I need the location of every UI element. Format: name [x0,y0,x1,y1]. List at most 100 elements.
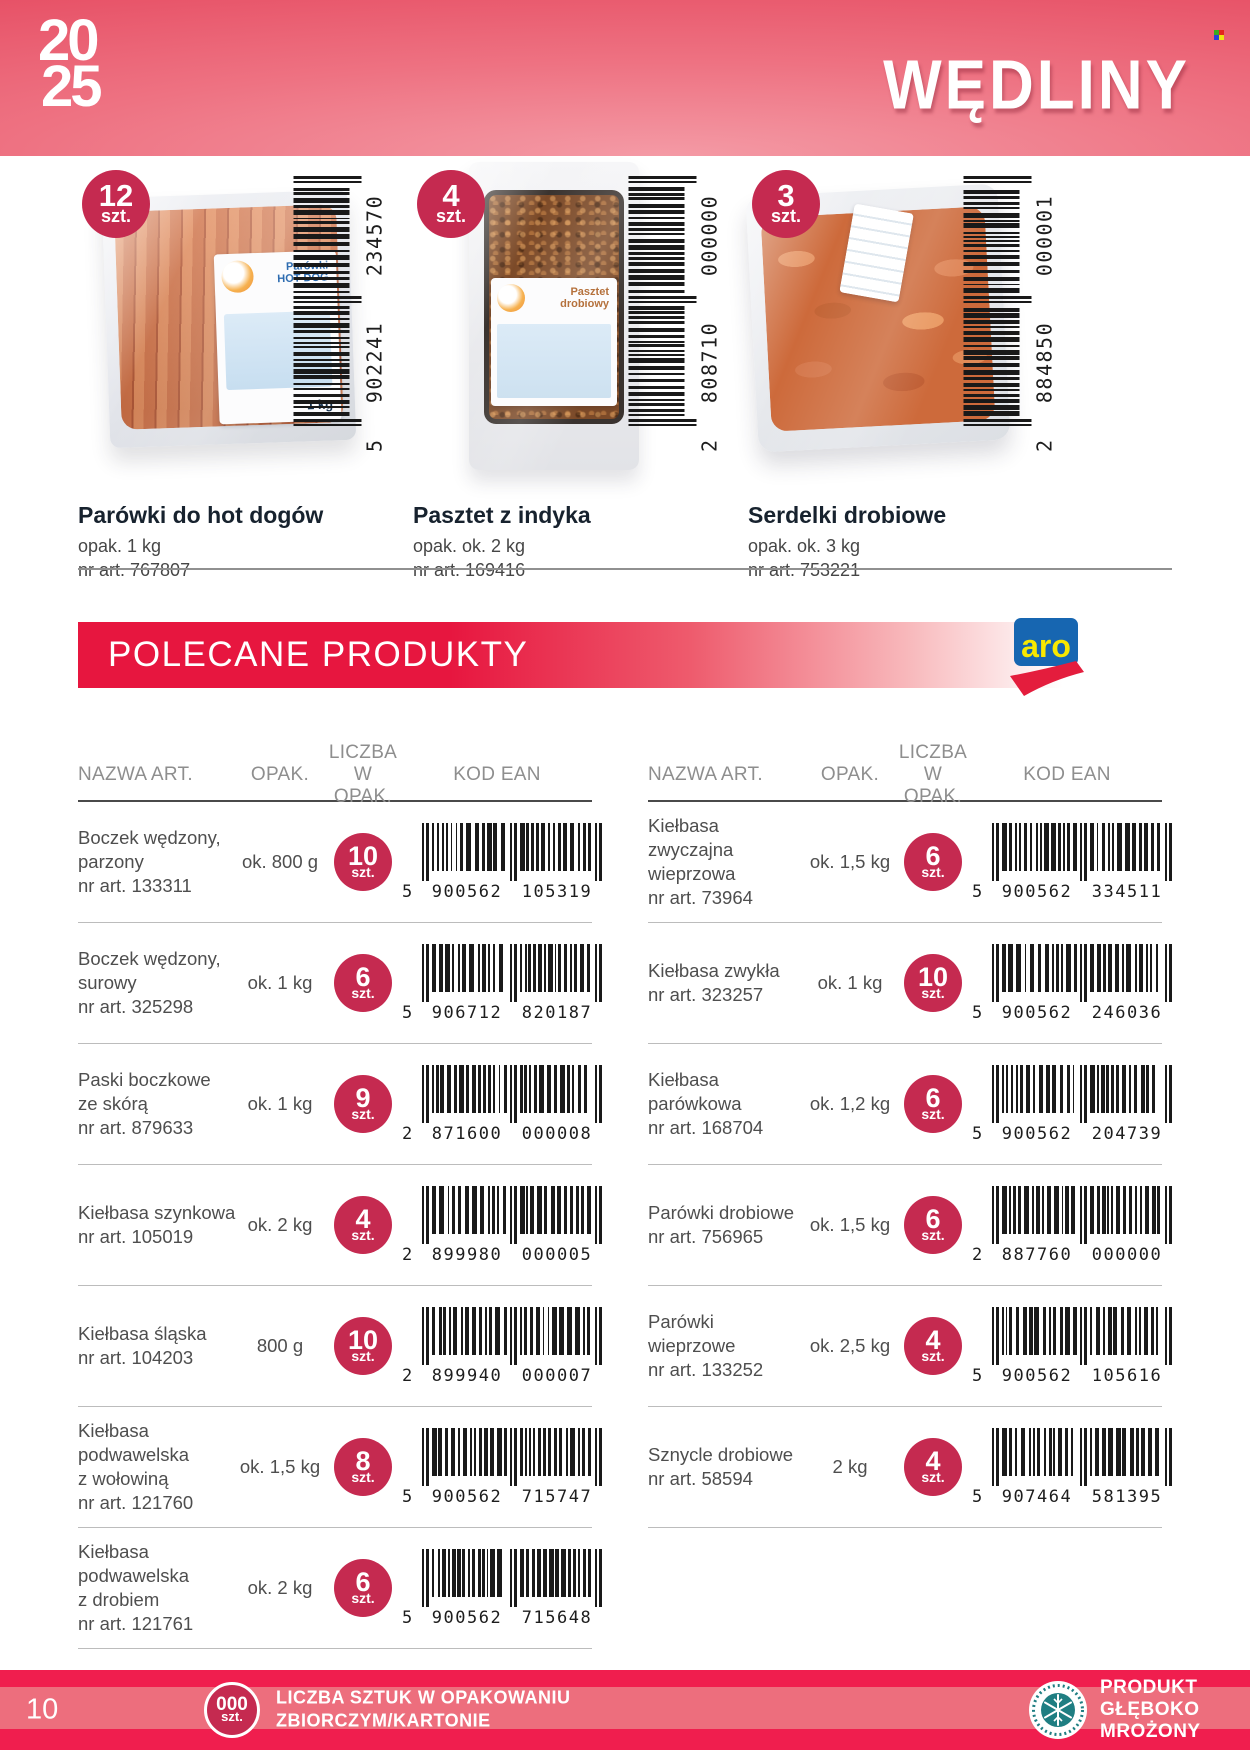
frozen-product-label: PRODUKT GŁĘBOKO MROŻONY [1100,1677,1201,1742]
cell-name: Parówki drobiowe nr art. 756965 [648,1201,806,1249]
year-logo: 20 25 [38,12,102,117]
ean-barcode: 5 900562 204739 [972,1064,1172,1144]
product-name: Kiełbasa śląska [78,1322,207,1344]
product-name: Kiełbasa parówkowa [648,1068,742,1114]
pack-count: 10 [347,840,379,871]
cell-pack: 800 g [256,1335,304,1356]
page-number: 10 [26,1693,59,1726]
table-row: Kiełbasa parówkowa nr art. 168704 ok. 1,… [648,1044,1172,1165]
pack-count: 6 [925,1082,941,1113]
featured-product: 12 szt. Parówki HOT-DOG 1 kg 59022412345… [78,156,388,583]
cell-pack: ok. 2,5 kg [809,1335,891,1356]
pack-count-badge: 6 szt. [904,1196,962,1254]
product-media: Pasztet drobiowy 2 808710 000000 [413,156,723,502]
pack-count-badge: 12 szt. [82,170,150,238]
product-art-number: nr art. 323257 [648,984,764,1005]
cell-name: Kiełbasa parówkowa nr art. 168704 [648,1068,806,1140]
promo-banner: POLECANE PRODUKTY aro [78,618,1172,696]
product-art-number: nr art. 325298 [78,996,194,1018]
product-art-number: nr art. 133252 [648,1359,764,1381]
product-pack: opak. ok. 3 kg [748,536,861,556]
column-header-qty: LICZBA W OPAK. [898,742,968,807]
pack-count-badge: 9 szt. [334,1075,392,1133]
unit-count-badge: 000 szt. [204,1682,260,1738]
pack-count: 3 [777,178,795,214]
ean-barcode: 5 900562 105319 [402,822,602,902]
pack-count: 4 [925,1324,941,1355]
pack-count: 8 [355,1445,371,1476]
cell-qty-badge: 6 szt. [324,1559,402,1617]
pack-count-unit: szt. [921,1106,945,1123]
cell-ean: 2 871600 000008 [402,1064,602,1144]
product-name: Kiełbasa zwykła [648,959,780,981]
pack-count: 6 [355,961,371,992]
aro-logo-text: aro [1021,628,1071,664]
year-logo-top: 20 [38,8,99,73]
featured-product: 3 szt. 2 884850 000001 Serdelki drobiowe o… [745,156,1058,583]
product-art-number: nr art. 133311 [78,875,192,897]
frozen-product-badge [1029,1681,1087,1739]
ean-barcode-vertical: 5 902241 234570 [292,162,388,462]
cell-pack: ok. 800 g [241,851,319,872]
cell-pack: ok. 1 kg [817,972,883,993]
pack-count-unit: szt. [435,206,466,227]
cell-qty-badge: 4 szt. [324,1196,402,1254]
product-photo: Pasztet drobiowy [469,162,639,470]
pack-count-unit: szt. [921,1227,945,1244]
pack-count-unit: szt. [921,864,945,881]
pack-count-unit: szt. [351,1469,375,1486]
column-header-ean: KOD EAN [453,763,541,785]
cell-name: Boczek wędzony, parzony nr art. 133311 [78,826,236,898]
pack-count: 6 [925,1203,941,1234]
cell-name: Boczek wędzony, surowy nr art. 325298 [78,947,236,1019]
pack-count-unit: szt. [351,864,375,881]
ean-barcode: 2 884850 000001 [963,172,1057,452]
table-header: NAZWA ART. OPAK. LICZBA W OPAK. KOD EAN [78,742,592,807]
product-art-number: nr art. 73964 [648,887,753,909]
package-label-line1: Pasztet [570,286,609,298]
pack-count-unit: szt. [921,985,945,1002]
cell-pack: ok. 1,2 kg [809,1093,891,1114]
cell-ean: 2 899940 000007 [402,1306,602,1386]
table-row: Boczek wędzony, surowy nr art. 325298 ok… [78,923,602,1044]
pack-count-unit: szt. [351,1227,375,1244]
featured-product: 4 szt. Pasztet drobiowy 2 808710 000000 Pa… [413,156,723,583]
ean-barcode: 5 906712 820187 [402,943,602,1023]
product-name: Parówki wieprzowe [648,1310,736,1356]
cell-name: Sznycle drobiowe nr art. 58594 [648,1443,806,1491]
ean-barcode: 5 900562 246036 [972,943,1172,1023]
package-label-line2: drobiowy [560,298,609,310]
ean-barcode: 2 808710 000000 [628,172,722,452]
table-row: Sznycle drobiowe nr art. 58594 2 kg 4 sz… [648,1407,1172,1528]
cell-qty-badge: 6 szt. [894,1075,972,1133]
pack-count-badge: 8 szt. [334,1438,392,1496]
ean-barcode: 5 902241 234570 [293,172,387,452]
cell-pack: ok. 1,5 kg [809,1214,891,1235]
pack-count-badge: 6 szt. [334,1559,392,1617]
pack-count-unit: szt. [351,985,375,1002]
table-row: Kiełbasa podwawelska z drobiem nr art. 1… [78,1528,602,1649]
pack-count-unit: szt. [351,1348,375,1365]
column-header-ean: KOD EAN [1023,763,1111,785]
pack-count-badge: 4 szt. [904,1438,962,1496]
cell-pack: ok. 1 kg [247,972,313,993]
cell-ean: 2 887760 000000 [972,1185,1172,1265]
product-package-label: Pasztet drobiowy [491,278,617,406]
column-header-name: NAZWA ART. [648,763,763,785]
table-row: Parówki drobiowe nr art. 756965 ok. 1,5 … [648,1165,1172,1286]
unit-count-unit: szt. [221,1709,243,1725]
product-name: Sznycle drobiowe [648,1443,793,1465]
pack-count-unit: szt. [351,1590,375,1607]
product-name: Boczek wędzony, surowy [78,947,221,993]
section-divider [78,568,1172,570]
cell-ean: 5 906712 820187 [402,943,602,1023]
cell-name: Kiełbasa śląska nr art. 104203 [78,1322,236,1370]
cell-name: Kiełbasa zwyczajna wieprzowa nr art. 739… [648,814,806,910]
pack-count-badge: 6 szt. [904,1075,962,1133]
cell-ean: 2 899980 000005 [402,1185,602,1265]
table-row: Kiełbasa zwykła nr art. 323257 ok. 1 kg … [648,923,1172,1044]
cell-name: Kiełbasa podwawelska z drobiem nr art. 1… [78,1540,236,1636]
table-row: Kiełbasa szynkowa nr art. 105019 ok. 2 k… [78,1165,602,1286]
ean-barcode: 2 899940 000007 [402,1306,602,1386]
pack-count-unit: szt. [100,206,131,227]
